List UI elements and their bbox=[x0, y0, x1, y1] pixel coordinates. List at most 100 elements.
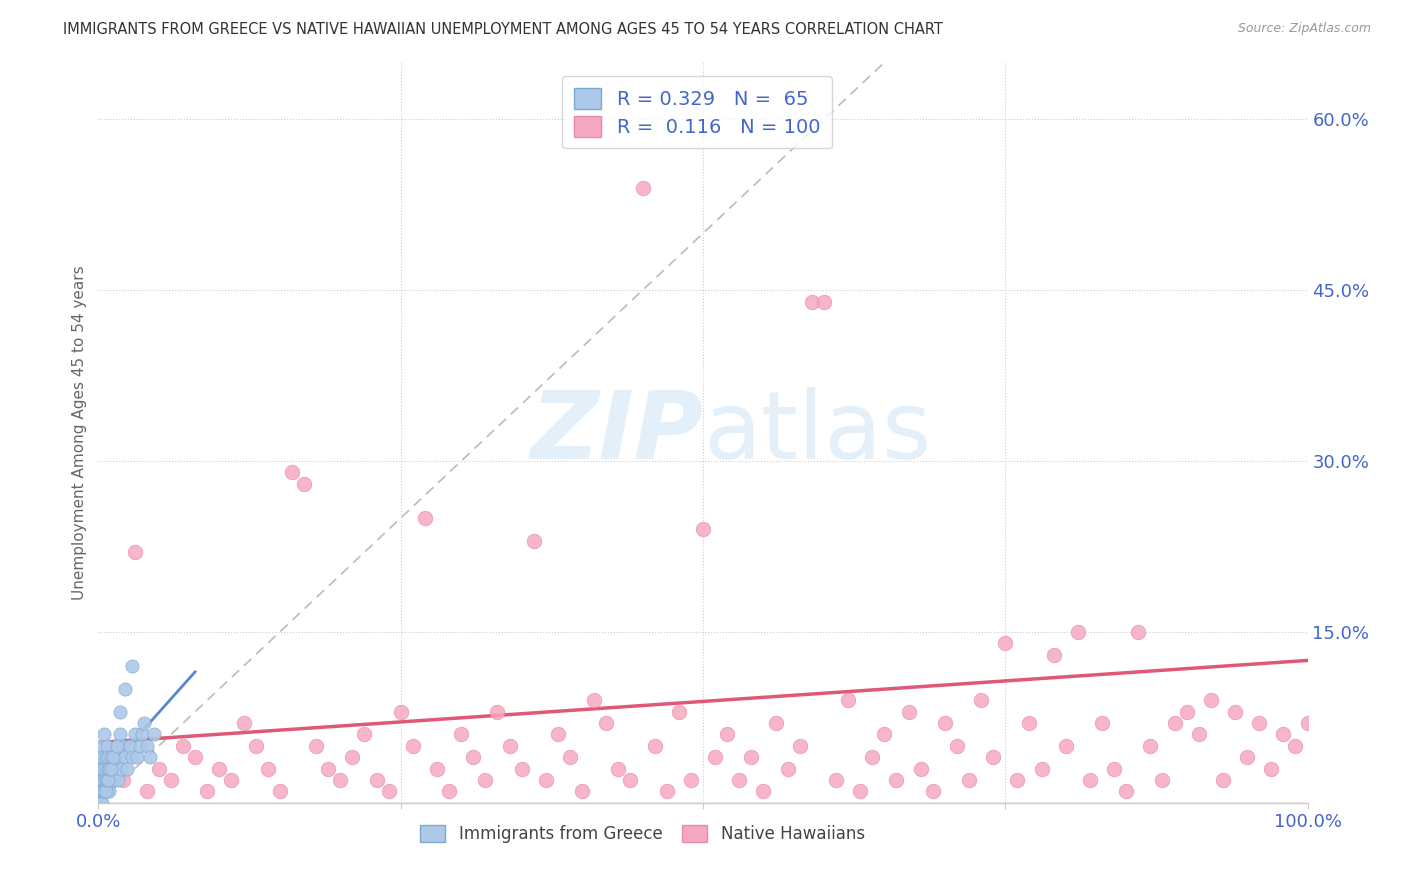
Point bbox=[89, 772, 111, 787]
Point bbox=[595, 716, 617, 731]
Point bbox=[366, 772, 388, 787]
Point bbox=[91, 762, 114, 776]
Point bbox=[91, 784, 114, 798]
Point bbox=[292, 476, 315, 491]
Point bbox=[1223, 705, 1246, 719]
Point bbox=[921, 784, 943, 798]
Point bbox=[128, 739, 150, 753]
Point bbox=[728, 772, 751, 787]
Text: ZIP: ZIP bbox=[530, 386, 703, 479]
Point bbox=[91, 772, 114, 787]
Point bbox=[195, 784, 218, 798]
Point bbox=[100, 762, 122, 776]
Point bbox=[329, 772, 352, 787]
Point bbox=[970, 693, 993, 707]
Point bbox=[558, 750, 581, 764]
Point bbox=[860, 750, 883, 764]
Point bbox=[655, 784, 678, 798]
Point bbox=[776, 762, 799, 776]
Point bbox=[547, 727, 569, 741]
Point bbox=[1054, 739, 1077, 753]
Point bbox=[114, 750, 136, 764]
Point bbox=[108, 727, 131, 741]
Point bbox=[91, 750, 114, 764]
Point bbox=[1031, 762, 1053, 776]
Point bbox=[413, 511, 436, 525]
Point bbox=[474, 772, 496, 787]
Point bbox=[437, 784, 460, 798]
Point bbox=[837, 693, 859, 707]
Point bbox=[849, 784, 872, 798]
Point bbox=[1296, 716, 1319, 731]
Point bbox=[1212, 772, 1234, 787]
Point bbox=[91, 796, 114, 810]
Point bbox=[91, 772, 114, 787]
Point bbox=[957, 772, 980, 787]
Point bbox=[607, 762, 630, 776]
Point bbox=[1115, 784, 1137, 798]
Point bbox=[619, 772, 641, 787]
Point bbox=[104, 762, 127, 776]
Point bbox=[107, 772, 129, 787]
Point bbox=[100, 750, 122, 764]
Point bbox=[94, 784, 117, 798]
Point bbox=[124, 545, 146, 559]
Point bbox=[245, 739, 267, 753]
Point bbox=[583, 693, 606, 707]
Point bbox=[1102, 762, 1125, 776]
Point bbox=[101, 750, 124, 764]
Point bbox=[110, 762, 132, 776]
Point bbox=[143, 727, 166, 741]
Point bbox=[93, 784, 115, 798]
Point bbox=[571, 784, 593, 798]
Point bbox=[1007, 772, 1029, 787]
Point bbox=[1078, 772, 1101, 787]
Point bbox=[886, 772, 908, 787]
Point bbox=[644, 739, 666, 753]
Point bbox=[981, 750, 1004, 764]
Point bbox=[316, 762, 339, 776]
Point bbox=[96, 784, 118, 798]
Point bbox=[135, 739, 157, 753]
Point bbox=[93, 762, 115, 776]
Point bbox=[1175, 705, 1198, 719]
Point bbox=[1139, 739, 1161, 753]
Point bbox=[97, 772, 120, 787]
Point bbox=[1091, 716, 1114, 731]
Point bbox=[98, 762, 121, 776]
Point bbox=[946, 739, 969, 753]
Point bbox=[111, 739, 134, 753]
Point bbox=[117, 762, 139, 776]
Point bbox=[1128, 624, 1150, 639]
Point bbox=[800, 294, 823, 309]
Text: IMMIGRANTS FROM GREECE VS NATIVE HAWAIIAN UNEMPLOYMENT AMONG AGES 45 TO 54 YEARS: IMMIGRANTS FROM GREECE VS NATIVE HAWAIIA… bbox=[63, 22, 943, 37]
Point bbox=[96, 772, 118, 787]
Point bbox=[873, 727, 896, 741]
Point bbox=[1260, 762, 1282, 776]
Point bbox=[89, 784, 111, 798]
Point bbox=[305, 739, 328, 753]
Point bbox=[534, 772, 557, 787]
Point bbox=[631, 180, 654, 194]
Point bbox=[910, 762, 932, 776]
Point bbox=[232, 716, 254, 731]
Point bbox=[96, 762, 118, 776]
Legend: Immigrants from Greece, Native Hawaiians: Immigrants from Greece, Native Hawaiians bbox=[413, 819, 872, 850]
Point bbox=[389, 705, 412, 719]
Point bbox=[134, 716, 156, 731]
Point bbox=[1018, 716, 1040, 731]
Point bbox=[100, 772, 122, 787]
Point bbox=[1284, 739, 1306, 753]
Point bbox=[118, 739, 141, 753]
Point bbox=[523, 533, 546, 548]
Point bbox=[100, 750, 122, 764]
Point bbox=[127, 750, 149, 764]
Point bbox=[1163, 716, 1185, 731]
Point bbox=[100, 762, 122, 776]
Point bbox=[89, 796, 111, 810]
Point bbox=[124, 727, 146, 741]
Point bbox=[281, 466, 304, 480]
Point bbox=[765, 716, 787, 731]
Point bbox=[160, 772, 183, 787]
Point bbox=[221, 772, 243, 787]
